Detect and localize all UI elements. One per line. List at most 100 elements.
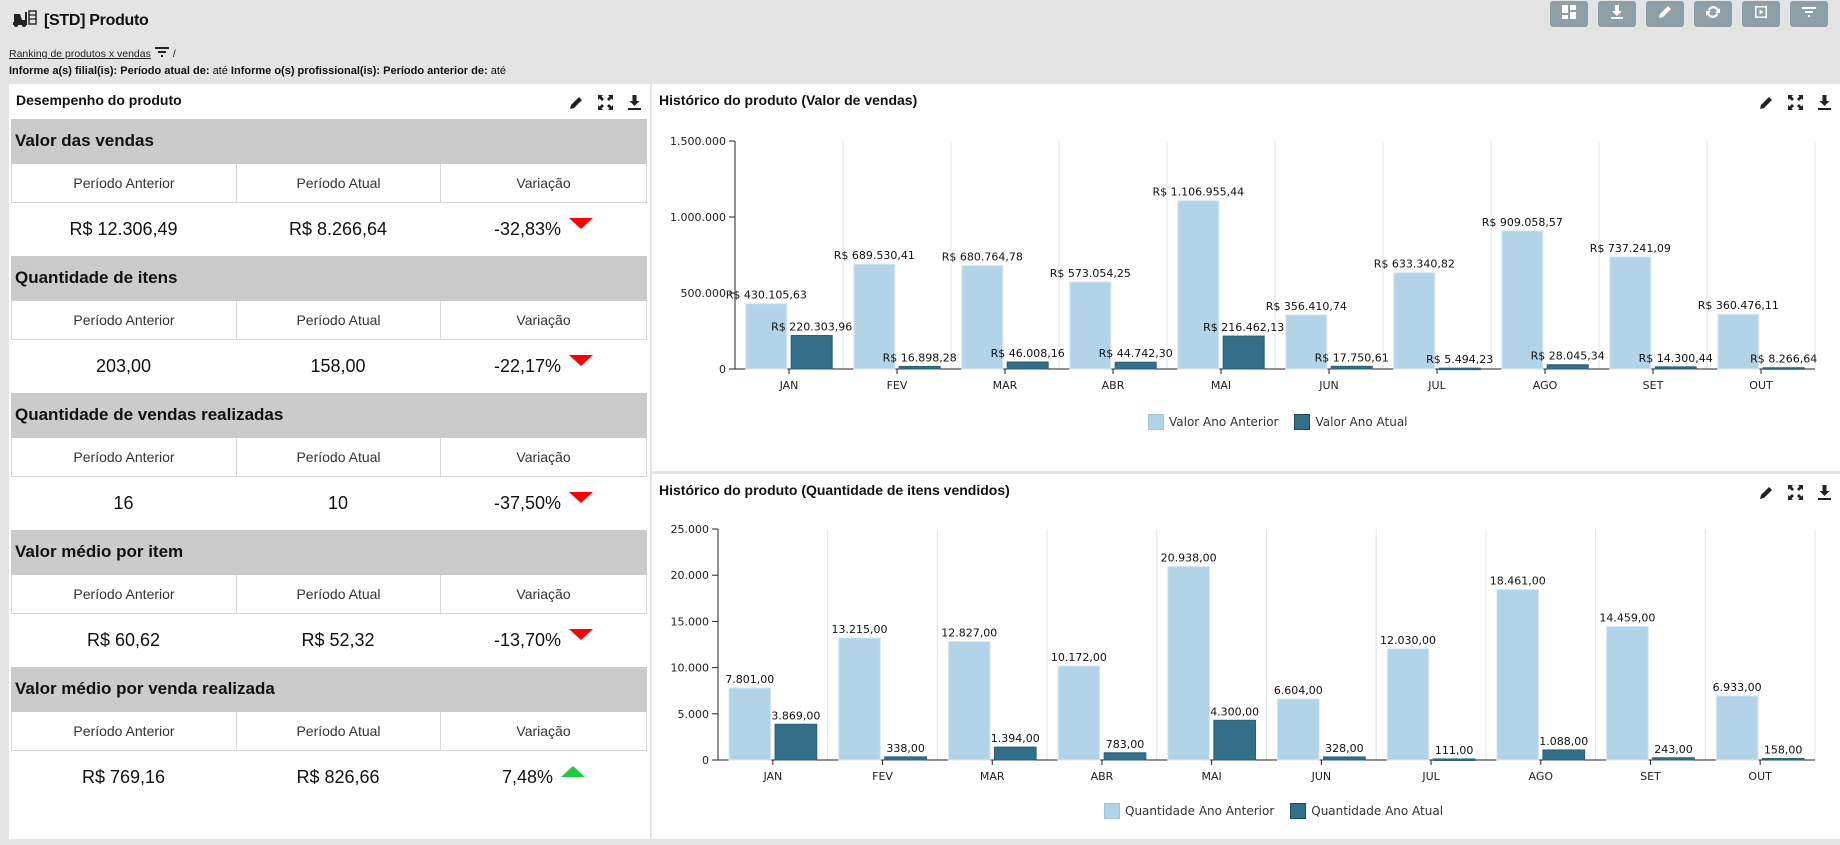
metric-column-headers: Período Anterior Período Atual Variação xyxy=(11,575,647,614)
download-button[interactable] xyxy=(1598,1,1636,27)
data-label: 6.933,00 xyxy=(1713,681,1762,694)
trend-up-icon xyxy=(561,766,586,777)
x-tick-label: FEV xyxy=(872,770,893,783)
metric-title: Valor das vendas xyxy=(11,119,647,164)
bar-anterior xyxy=(1393,272,1436,370)
refresh-button[interactable] xyxy=(1694,1,1732,27)
breadcrumb: Ranking de produtos x vendas / xyxy=(9,46,176,61)
data-label: R$ 680.764,78 xyxy=(942,251,1023,264)
play-icon xyxy=(1752,3,1770,25)
data-label: R$ 430.105,63 xyxy=(726,289,807,302)
value-atual: 10 xyxy=(327,493,349,513)
metric-title: Valor médio por venda realizada xyxy=(11,667,647,712)
data-label: 20.938,00 xyxy=(1161,552,1217,565)
refresh-icon xyxy=(1704,3,1722,25)
breadcrumb-link-ranking[interactable]: Ranking de produtos x vendas xyxy=(9,47,151,60)
y-tick-label: 5.000 xyxy=(678,708,710,721)
metric-block: Quantidade de vendas realizadas Período … xyxy=(11,393,647,530)
data-label: R$ 5.494,23 xyxy=(1426,353,1493,366)
chart-legend: Valor Ano Anterior Valor Ano Atual xyxy=(1148,414,1408,430)
data-label: R$ 46.008,16 xyxy=(991,347,1065,360)
play-button[interactable] xyxy=(1742,1,1780,27)
legend-swatch xyxy=(1294,414,1311,430)
metric-values: 16 10 -37,50% xyxy=(11,477,647,530)
expand-icon[interactable] xyxy=(1786,93,1805,112)
bar-atual xyxy=(1222,335,1265,370)
data-label: 7.801,00 xyxy=(725,673,774,686)
download-icon[interactable] xyxy=(625,93,644,112)
data-label: 3.869,00 xyxy=(771,709,820,722)
bar-anterior xyxy=(838,637,881,761)
sales-value-chart: 0 500.000 1.000.000 1.500.000 JAN R$ 430.105,… xyxy=(670,135,1817,392)
metric-block: Valor médio por item Período Anterior Pe… xyxy=(11,530,647,667)
data-label: R$ 909.058,57 xyxy=(1482,216,1563,229)
data-label: 328,00 xyxy=(1325,742,1364,755)
bar-atual xyxy=(993,746,1037,761)
chart-title: Histórico do produto (Valor de vendas) xyxy=(659,92,918,108)
panel-actions xyxy=(1757,483,1834,502)
data-label: 14.459,00 xyxy=(1599,611,1655,624)
edit-button[interactable] xyxy=(1646,1,1684,27)
legend-item[interactable]: Valor Ano Anterior xyxy=(1148,414,1278,430)
value-variacao: -13,70% xyxy=(440,614,647,667)
y-tick-label: 500.000 xyxy=(681,287,727,300)
col-header-anterior: Período Anterior xyxy=(11,712,236,750)
bar-anterior xyxy=(1386,648,1430,761)
x-tick-label: OUT xyxy=(1748,770,1772,783)
value-variacao: -32,83% xyxy=(440,203,647,256)
bar-anterior xyxy=(947,640,991,761)
filter-icon[interactable] xyxy=(154,46,170,61)
metric-block: Quantidade de itens Período Anterior Per… xyxy=(11,256,647,393)
bar-atual xyxy=(1330,365,1373,370)
legend-item[interactable]: Quantidade Ano Anterior xyxy=(1104,803,1274,819)
data-label: 338,00 xyxy=(886,742,925,755)
legend-item[interactable]: Quantidade Ano Atual xyxy=(1290,803,1443,819)
col-header-anterior: Período Anterior xyxy=(11,301,236,339)
download-icon[interactable] xyxy=(1815,483,1834,502)
expand-icon[interactable] xyxy=(1786,483,1805,502)
col-header-variacao: Variação xyxy=(440,164,647,202)
layout-button[interactable] xyxy=(1550,1,1588,27)
data-label: R$ 356.410,74 xyxy=(1266,300,1347,313)
bar-anterior xyxy=(1496,588,1540,761)
data-label: 12.030,00 xyxy=(1380,634,1436,647)
metric-column-headers: Período Anterior Período Atual Variação xyxy=(11,438,647,477)
filter-icon xyxy=(1800,3,1818,25)
page-title: [STD] Produto xyxy=(44,11,149,29)
expand-icon[interactable] xyxy=(596,93,615,112)
pencil-icon[interactable] xyxy=(1757,93,1776,112)
bar-atual xyxy=(790,335,833,370)
bar-atual xyxy=(1542,749,1586,761)
col-header-anterior: Período Anterior xyxy=(11,575,236,613)
col-header-atual: Período Atual xyxy=(236,438,440,476)
legend-item[interactable]: Valor Ano Atual xyxy=(1294,414,1408,430)
pencil-icon[interactable] xyxy=(1757,483,1776,502)
bar-atual xyxy=(1654,366,1697,370)
value-variacao: -37,50% xyxy=(440,477,647,530)
y-tick-label: 20.000 xyxy=(671,569,710,582)
data-label: 18.461,00 xyxy=(1490,574,1546,587)
legend-swatch xyxy=(1148,414,1164,430)
variacao-text: -13,70% xyxy=(493,630,562,650)
trend-down-icon xyxy=(569,355,594,366)
col-header-anterior: Período Anterior xyxy=(11,164,236,202)
top-bar: [STD] Produto xyxy=(0,0,1840,40)
data-label: R$ 573.054,25 xyxy=(1050,267,1131,280)
bar-anterior xyxy=(1167,566,1210,761)
legend-label: Quantidade Ano Anterior xyxy=(1125,804,1275,818)
pencil-icon[interactable] xyxy=(567,93,586,112)
bar-anterior xyxy=(1501,230,1544,370)
x-tick-label: MAI xyxy=(1202,770,1222,783)
x-tick-label: ABR xyxy=(1102,379,1125,392)
metric-values: R$ 60,62 R$ 52,32 -13,70% xyxy=(11,614,647,667)
download-icon[interactable] xyxy=(1815,93,1834,112)
data-label: R$ 17.750,61 xyxy=(1315,351,1389,364)
value-anterior: R$ 12.306,49 xyxy=(69,219,178,239)
metric-title: Quantidade de itens xyxy=(11,256,647,301)
filter-button[interactable] xyxy=(1790,1,1828,27)
bar-atual xyxy=(1762,367,1805,370)
metric-values: R$ 769,16 R$ 826,66 7,48% xyxy=(11,751,647,804)
bar-atual xyxy=(1103,752,1147,761)
x-tick-label: JAN xyxy=(779,379,799,392)
periodo-atual-label: Período atual de: xyxy=(120,65,210,77)
